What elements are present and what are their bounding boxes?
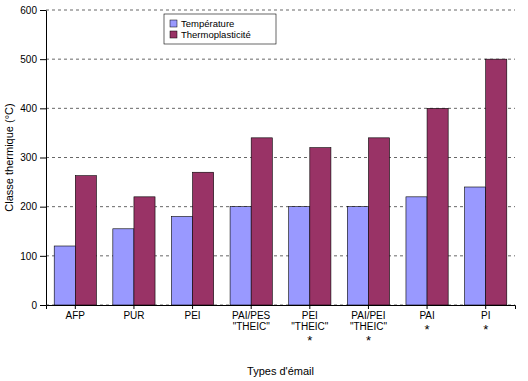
tick-mark	[251, 305, 252, 309]
tick-mark	[133, 305, 134, 309]
x-axis-title: Types d'émail	[247, 365, 314, 377]
tick-label: 500	[20, 54, 37, 65]
y-axis: 0 100 200 300 400 500 600	[20, 5, 46, 311]
tick-mark	[40, 305, 46, 306]
y-tick: 0	[31, 300, 46, 311]
tick-label: 200	[20, 201, 37, 212]
tick-mark	[40, 59, 46, 60]
tick-mark	[75, 305, 76, 309]
x-tick: PAI*	[419, 305, 434, 337]
tick-label: PAI/PEI"THEIC"*	[350, 310, 388, 348]
tick-label: 0	[31, 300, 37, 311]
y-tick: 100	[20, 251, 46, 262]
y-tick: 500	[20, 54, 46, 65]
legend-label: Température	[181, 18, 234, 29]
x-tick: PUR	[123, 305, 144, 321]
tick-label: 400	[20, 103, 37, 114]
x-tick: PAI/PES"THEIC"	[232, 305, 270, 332]
bar	[134, 197, 155, 305]
tick-label: AFP	[66, 310, 86, 321]
tick-label: PAI/PES"THEIC"	[232, 310, 270, 332]
tick-mark	[427, 305, 428, 309]
chart: 0 100 200 300 400 500 600 AFP PUR PEI PAI/PES"THEI…	[0, 0, 528, 381]
legend-swatch	[170, 31, 177, 38]
tick-mark	[40, 207, 46, 208]
bar	[230, 207, 251, 305]
bar	[289, 207, 310, 305]
bar	[465, 187, 486, 305]
grid	[46, 10, 515, 305]
bar	[368, 138, 389, 305]
tick-mark	[40, 10, 46, 11]
x-tick: PI*	[481, 305, 490, 337]
tick-label: PAI*	[419, 310, 434, 337]
tick-mark	[40, 108, 46, 109]
tick-mark	[368, 305, 369, 309]
bar	[310, 148, 331, 305]
axis-line	[47, 306, 516, 310]
bar	[427, 108, 448, 305]
tick-label: PI*	[481, 310, 490, 337]
tick-label: PEI	[185, 310, 201, 321]
bar	[251, 138, 272, 305]
legend-swatch	[170, 20, 177, 27]
tick-mark	[485, 305, 486, 309]
axis-line	[46, 11, 47, 306]
bar	[113, 229, 134, 305]
y-tick: 600	[20, 5, 46, 16]
tick-mark	[40, 256, 46, 257]
y-tick: 300	[20, 152, 46, 163]
legend-label: Thermoplasticité	[181, 29, 251, 40]
tick-label: 600	[20, 5, 37, 16]
legend-box	[164, 14, 276, 44]
tick-mark	[192, 305, 193, 309]
x-axis: AFP PUR PEI PAI/PES"THEIC" PEI"THEIC"* PAI/PE…	[47, 305, 516, 348]
plot: 0 100 200 300 400 500 600 AFP PUR PEI PAI/PES"THEI…	[20, 5, 515, 348]
bar	[75, 176, 96, 305]
grid-line	[46, 59, 515, 60]
bar	[347, 207, 368, 305]
tick-label: 100	[20, 251, 37, 262]
legend-item: Température	[170, 18, 234, 29]
tick-mark	[40, 158, 46, 159]
x-tick: AFP	[66, 305, 86, 321]
bar	[406, 197, 427, 305]
bar	[54, 246, 75, 305]
legend: TempératureThermoplasticité	[164, 14, 276, 44]
bar	[193, 172, 214, 305]
tick-label: 300	[20, 152, 37, 163]
bar	[486, 59, 507, 305]
y-tick: 200	[20, 201, 46, 212]
tick-mark	[309, 305, 310, 309]
tick-label: PEI"THEIC"*	[291, 310, 329, 348]
bar	[171, 217, 192, 306]
x-tick: PAI/PEI"THEIC"*	[350, 305, 388, 348]
x-tick: PEI	[185, 305, 201, 321]
y-axis-title: Classe thermique (°C)	[3, 103, 15, 211]
x-tick: PEI"THEIC"*	[291, 305, 329, 348]
tick-label: PUR	[123, 310, 144, 321]
grid-line	[46, 10, 515, 11]
legend-item: Thermoplasticité	[170, 29, 251, 40]
y-tick: 400	[20, 103, 46, 114]
bars	[54, 59, 507, 305]
